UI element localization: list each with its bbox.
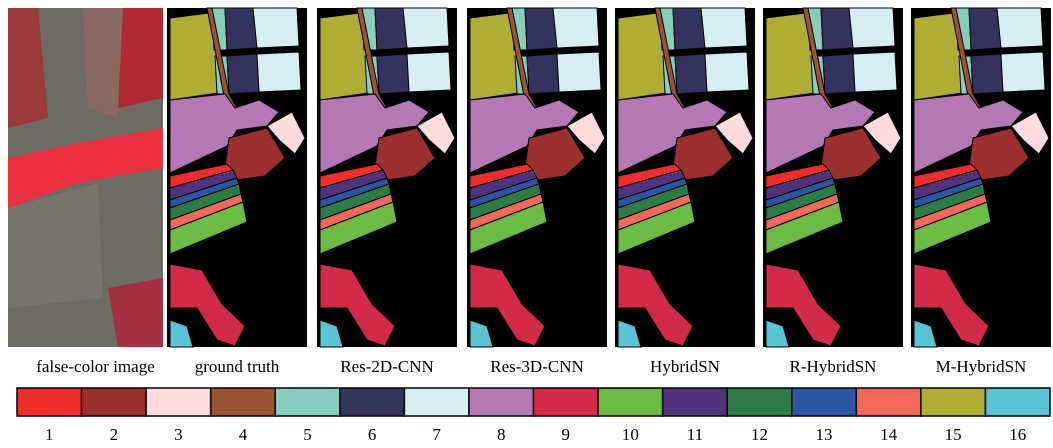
legend-label: 10 <box>622 425 639 443</box>
legend-label: 14 <box>880 425 898 443</box>
legend-label: 13 <box>816 425 833 443</box>
red-field <box>118 8 163 108</box>
legend-label: 5 <box>303 425 312 443</box>
legend-label: 8 <box>497 425 506 443</box>
legend-swatch <box>727 388 792 416</box>
class-region <box>527 54 559 94</box>
map-panel <box>615 8 755 347</box>
class-region <box>849 8 895 48</box>
legend-label: 4 <box>239 425 248 443</box>
map-panel <box>467 8 607 347</box>
class-region <box>701 8 747 48</box>
legend-label: 12 <box>751 425 768 443</box>
legend-label: 15 <box>945 425 962 443</box>
legend-swatch <box>921 388 986 416</box>
legend-label: 7 <box>432 425 441 443</box>
class-region <box>823 54 855 94</box>
class-region <box>407 52 451 92</box>
class-region <box>257 52 301 92</box>
legend-label: 9 <box>562 425 571 443</box>
class-region <box>553 8 599 48</box>
class-region <box>821 8 853 50</box>
legend-label: 16 <box>1009 425 1026 443</box>
map-panel <box>763 8 903 347</box>
legend-label: 1 <box>45 425 54 443</box>
legend-label: 6 <box>368 425 377 443</box>
panel-label: M-HybridSN <box>936 357 1027 376</box>
class-region <box>557 52 601 92</box>
class-region <box>375 8 407 50</box>
panel-label: ground truth <box>195 357 280 376</box>
panel-label: R-HybridSN <box>790 357 877 376</box>
legend-swatch <box>985 388 1050 416</box>
panel-label: Res-3D-CNN <box>490 357 584 376</box>
panel-label: false-color image <box>36 357 154 376</box>
class-region <box>969 8 1001 50</box>
panel-label: Res-2D-CNN <box>340 357 434 376</box>
legend-label: 11 <box>687 425 703 443</box>
map-panel <box>167 8 307 347</box>
class-region <box>853 52 897 92</box>
legend-swatch <box>340 388 405 416</box>
legend-swatch <box>792 388 857 416</box>
class-region <box>971 54 1003 94</box>
legend-swatch <box>856 388 921 416</box>
legend-swatch <box>146 388 211 416</box>
legend-swatch <box>211 388 276 416</box>
class-region <box>403 8 449 48</box>
legend-label: 2 <box>110 425 119 443</box>
red-field <box>83 8 123 118</box>
class-region <box>673 8 705 50</box>
legend-swatch <box>663 388 728 416</box>
red-field <box>108 278 163 347</box>
map-panel <box>8 8 163 347</box>
class-region <box>525 8 557 50</box>
class-region <box>253 8 299 48</box>
legend-swatch <box>404 388 469 416</box>
class-region <box>705 52 749 92</box>
class-region <box>227 54 259 94</box>
legend-swatch <box>534 388 599 416</box>
figure: false-color image ground truth Res-2D-CNN R… <box>0 0 1053 443</box>
legend-swatch <box>17 388 82 416</box>
map-panel <box>317 8 457 347</box>
legend-swatch <box>469 388 534 416</box>
legend-swatch <box>275 388 340 416</box>
class-region <box>377 54 409 94</box>
class-region <box>225 8 257 50</box>
map-panel <box>911 8 1051 347</box>
panel-label: HybridSN <box>650 357 720 376</box>
class-region <box>1001 52 1045 92</box>
class-region <box>997 8 1043 48</box>
class-region <box>675 54 707 94</box>
legend-swatch <box>598 388 663 416</box>
legend-swatch <box>82 388 147 416</box>
legend-label: 3 <box>174 425 183 443</box>
